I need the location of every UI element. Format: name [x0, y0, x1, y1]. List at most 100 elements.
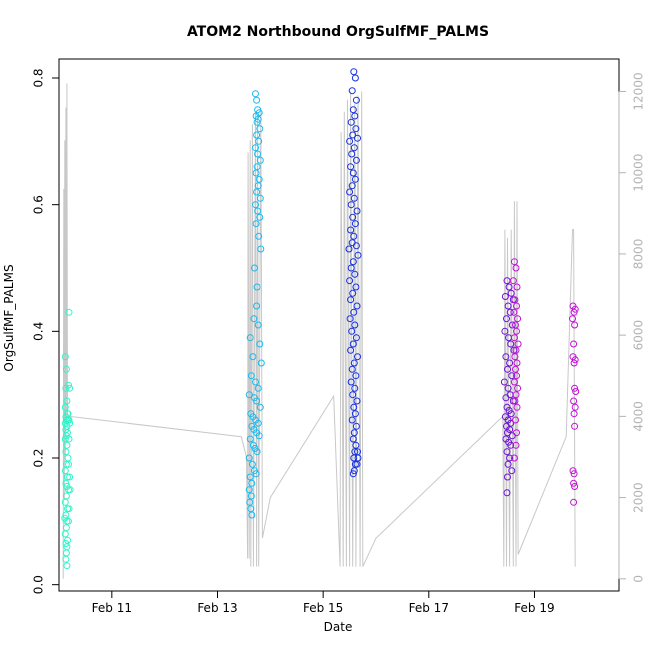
data-point [570, 470, 578, 478]
data-point [248, 460, 256, 468]
data-point [506, 308, 514, 316]
data-point [354, 448, 361, 456]
data-point [64, 454, 72, 462]
data-point [347, 296, 355, 304]
data-point [510, 454, 518, 462]
y-axis-label: OrgSulfMF_PALMS [2, 264, 16, 371]
data-point [249, 353, 257, 361]
data-point [256, 340, 264, 348]
data-point [504, 384, 512, 392]
data-point [252, 144, 259, 152]
data-point [510, 346, 518, 354]
data-point [253, 397, 261, 405]
data-point [354, 134, 361, 142]
data-point [253, 96, 261, 104]
data-point [570, 479, 578, 487]
data-point [509, 277, 517, 285]
data-point [352, 156, 360, 164]
data-point [65, 460, 72, 468]
data-point [250, 315, 258, 323]
data-point [504, 302, 512, 310]
data-point [353, 207, 361, 215]
data-point [62, 555, 70, 563]
data-point [61, 435, 69, 443]
data-point [253, 448, 261, 456]
x-tick-label: Feb 13 [197, 601, 237, 615]
data-point [352, 283, 360, 291]
data-point [351, 321, 359, 329]
data-point [352, 125, 360, 133]
data-point [254, 384, 262, 392]
data-point [571, 356, 579, 364]
data-point [254, 115, 262, 123]
data-point [62, 448, 70, 456]
data-point [350, 403, 358, 411]
data-point [502, 394, 510, 402]
data-point [352, 242, 360, 250]
data-point [245, 486, 253, 494]
data-point [513, 302, 520, 310]
data-point [247, 492, 255, 500]
data-point [354, 353, 361, 361]
data-point [512, 264, 520, 272]
data-point [352, 372, 360, 380]
data-point [354, 251, 362, 259]
data-point [504, 429, 511, 437]
data-point [61, 530, 69, 538]
data-point [512, 441, 520, 449]
data-point [253, 118, 261, 126]
series-3 [345, 68, 362, 478]
data-point [61, 498, 69, 506]
data-point [351, 270, 359, 278]
data-point [253, 188, 261, 196]
data-point [66, 419, 74, 427]
data-point [571, 321, 579, 329]
data-point [61, 403, 69, 411]
data-point [514, 384, 522, 392]
series-5 [509, 258, 580, 506]
x-tick-label: Feb 17 [409, 601, 449, 615]
data-point [511, 296, 519, 304]
data-point [510, 308, 518, 316]
data-point [254, 321, 262, 329]
data-point [350, 308, 358, 316]
data-point [507, 441, 515, 449]
data-point [351, 175, 359, 183]
data-point [349, 391, 357, 399]
data-point [502, 353, 510, 361]
data-point [514, 340, 522, 348]
points-layer [61, 68, 580, 570]
data-point [352, 96, 360, 104]
data-point [511, 397, 519, 405]
data-point [256, 125, 264, 133]
data-point [507, 340, 515, 348]
data-point [349, 289, 357, 297]
data-point [504, 460, 512, 468]
data-point [254, 207, 262, 215]
data-point [62, 460, 70, 468]
data-point [346, 188, 354, 196]
data-point [252, 378, 259, 386]
data-point [347, 163, 355, 171]
data-point [571, 483, 579, 490]
x-axis-label: Date [324, 620, 353, 634]
data-point [63, 397, 71, 405]
data-point [256, 194, 264, 202]
data-point [352, 334, 360, 342]
data-point [514, 315, 522, 323]
data-point [510, 334, 518, 342]
y-tick-label: 0.6 [32, 195, 46, 214]
data-point [349, 470, 357, 478]
data-point [251, 264, 258, 272]
data-point [348, 182, 356, 190]
data-point [245, 391, 253, 399]
data-point [347, 378, 355, 386]
data-point [346, 277, 354, 285]
x-tick-label: Feb 15 [303, 601, 343, 615]
data-point [348, 87, 356, 95]
y2-tick-label: 2000 [632, 482, 646, 513]
data-point [512, 365, 519, 373]
data-point [255, 432, 263, 440]
data-point [347, 118, 355, 126]
data-point [572, 388, 580, 395]
